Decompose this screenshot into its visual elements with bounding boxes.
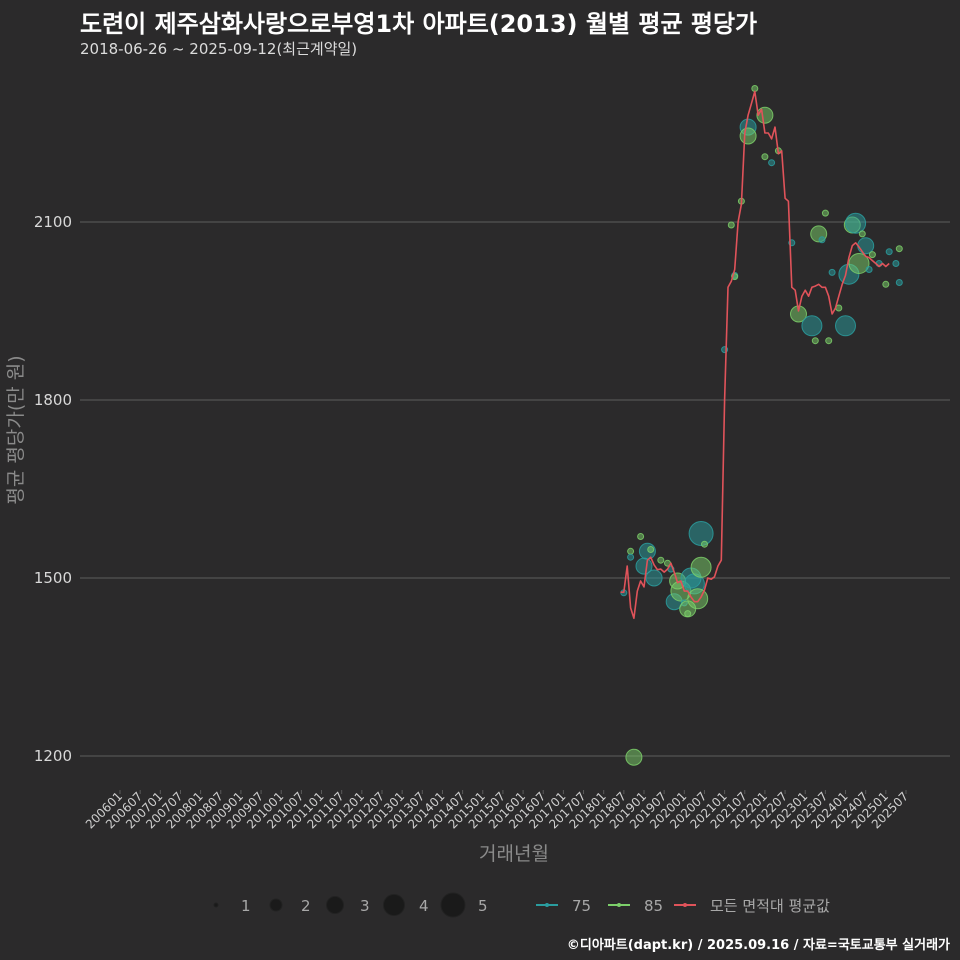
plot-panel [80,70,950,790]
scatter-point-85 [727,221,735,229]
scatter-point-85 [868,251,876,259]
legend: 1 2 3 4 5 75 85 모든 면적대 평균값 [213,892,830,918]
legend-size-swatch [440,892,466,918]
scatter-point-85 [657,556,665,564]
legend-series-label: 모든 면적대 평균값 [710,897,830,915]
x-axis-ticks: 2006012006072007012007072008012008072009… [83,789,911,831]
y-axis-ticks: 1200 1500 1800 2100 [34,213,72,765]
y-tick-label: 1800 [34,391,72,409]
scatter-point-85 [825,337,833,345]
scatter-point-85 [637,533,645,540]
scatter-point-85 [858,230,866,238]
scatter-point-75 [895,279,903,286]
y-tick-label: 1200 [34,747,72,765]
x-axis-title: 거래년월 [479,843,549,865]
legend-series-dot [683,903,687,907]
legend-size-swatch [269,898,283,912]
scatter-point-75 [845,212,867,234]
scatter-point-75 [645,569,663,587]
scatter-point-85 [739,127,757,145]
legend-series-label: 85 [644,897,663,915]
scatter-point-85 [848,253,870,274]
scatter-point-75 [885,248,893,256]
scatter-point-75 [768,159,776,167]
scatter-point-85 [701,540,708,548]
scatter-point-85 [895,245,903,253]
scatter-point-85 [627,547,635,555]
series-layer [620,85,903,766]
chart-subtitle: 2018-06-26 ~ 2025-09-12(최근계약일) [80,40,358,58]
legend-size-swatch [213,902,219,908]
scatter-point-85 [761,153,769,161]
scatter-point-85 [690,556,712,578]
scatter-point-85 [687,588,709,610]
legend-size-swatch [383,894,405,916]
y-tick-label: 1500 [34,569,72,587]
scatter-point-85 [882,280,890,288]
scatter-point-85 [647,546,655,553]
scatter-point-85 [751,85,759,92]
legend-series-dot [545,903,549,907]
scatter-point-75 [688,521,714,546]
legend-size-swatch [326,896,344,914]
scatter-point-75 [892,260,900,267]
scatter-point-75 [865,266,873,273]
y-tick-label: 2100 [34,213,72,231]
legend-series-dot [617,903,621,907]
legend-size-label: 3 [360,897,370,915]
legend-size-label: 5 [478,897,488,915]
scatter-point-75 [627,553,635,561]
scatter-point-75 [828,268,836,276]
footer-caption: ©디아파트(dapt.kr) / 2025.09.16 / 자료=국토교통부 실… [566,938,950,953]
scatter-point-75 [835,315,856,337]
scatter-point-85 [756,106,774,124]
chart-title: 도련이 제주삼화사랑으로부영1차 아파트(2013) 월별 평균 평당가 [80,10,758,38]
scatter-point-85 [821,209,829,217]
scatter-point-85 [684,610,692,618]
avg-price-line [620,90,890,620]
scatter-point-75 [818,236,826,244]
scatter-point-85 [811,337,819,345]
legend-size-label: 2 [301,897,311,915]
y-axis-title: 평균 평당가(만 원) [5,355,27,504]
legend-size-label: 4 [419,897,429,915]
legend-size-label: 1 [241,897,251,915]
grid-layer [80,221,950,757]
legend-series-label: 75 [572,897,591,915]
scatter-point-75 [801,315,823,337]
scatter-point-85 [625,748,643,766]
